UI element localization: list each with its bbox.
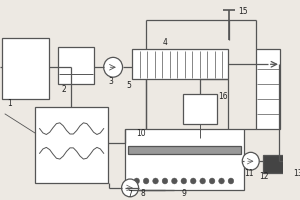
Circle shape	[162, 178, 168, 184]
Bar	[35, 107, 108, 183]
Bar	[132, 49, 228, 79]
Circle shape	[134, 178, 140, 184]
Circle shape	[209, 178, 215, 184]
Bar	[263, 155, 286, 173]
Circle shape	[153, 178, 158, 184]
Text: 2: 2	[62, 85, 67, 94]
Circle shape	[242, 152, 259, 170]
Bar	[128, 146, 241, 154]
Text: 5: 5	[127, 81, 132, 90]
Circle shape	[219, 178, 224, 184]
Text: 7: 7	[128, 190, 133, 199]
Circle shape	[291, 154, 300, 168]
Bar	[125, 129, 244, 190]
Bar	[183, 94, 217, 124]
Text: 1: 1	[7, 99, 12, 108]
Circle shape	[104, 57, 122, 77]
Text: 12: 12	[259, 172, 269, 181]
Text: 15: 15	[238, 7, 248, 16]
Text: 13: 13	[293, 169, 300, 178]
Bar	[58, 47, 94, 84]
Bar	[2, 38, 49, 99]
Bar	[256, 49, 280, 129]
Circle shape	[143, 178, 149, 184]
Circle shape	[122, 179, 139, 197]
Text: 10: 10	[136, 129, 146, 138]
Circle shape	[172, 178, 177, 184]
Circle shape	[228, 178, 234, 184]
Circle shape	[190, 178, 196, 184]
Text: 3: 3	[109, 77, 114, 86]
Text: 8: 8	[141, 189, 146, 198]
Text: 11: 11	[244, 169, 254, 178]
Text: 9: 9	[182, 189, 186, 198]
Circle shape	[200, 178, 206, 184]
Text: 16: 16	[219, 92, 228, 101]
Text: 4: 4	[163, 38, 167, 47]
Circle shape	[181, 178, 187, 184]
